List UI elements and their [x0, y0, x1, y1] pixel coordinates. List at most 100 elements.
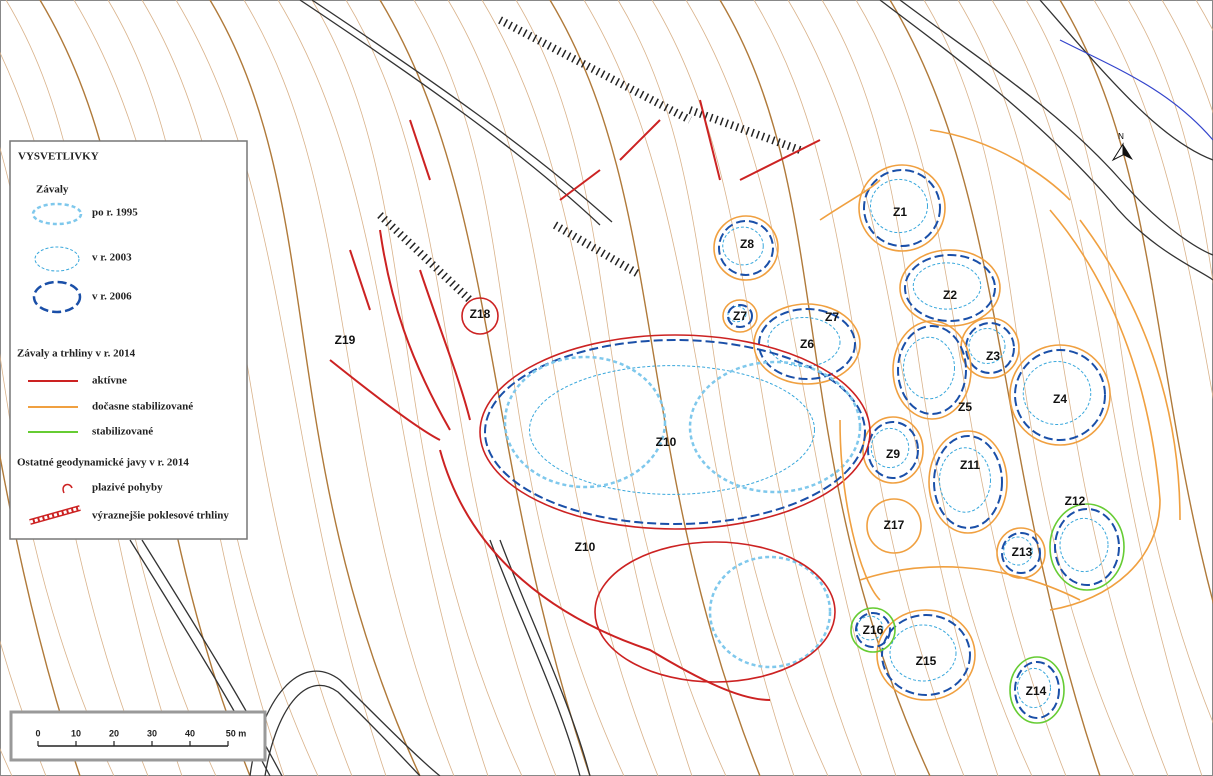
legend-heading: Ostatné geodynamické javy v r. 2014 [17, 457, 189, 469]
contour [889, 0, 1101, 776]
legend-symbol [62, 483, 73, 494]
zone-outline-2006 [897, 325, 967, 415]
scale-bar: 0 10 20 30 40 50 m [9, 710, 267, 762]
contour [685, 0, 897, 776]
legend-item: stabilizované [92, 426, 153, 438]
contour [1025, 0, 1213, 724]
zone-outline-2006 [1014, 661, 1060, 719]
zone-label: Z8 [740, 237, 754, 251]
contour [1059, 0, 1213, 605]
zone-label: Z7 [733, 309, 747, 323]
zone-label: Z4 [1053, 392, 1067, 406]
zone-outline-2003 [912, 262, 982, 310]
zone-outline-2006 [965, 322, 1015, 374]
zone-outline-2003 [903, 336, 955, 400]
active-cracks [329, 99, 821, 701]
legend-symbol [29, 506, 81, 524]
contour [447, 0, 659, 776]
contour [753, 0, 965, 776]
contour [413, 0, 625, 776]
legend-symbol [32, 280, 82, 314]
legend-item: aktívne [92, 375, 127, 387]
zone-outline-2006 [718, 220, 774, 276]
legend-item: dočasne stabilizované [92, 401, 193, 413]
zone-label: Z7 [825, 310, 839, 324]
zone-outline-2003 [889, 624, 957, 682]
scale-label: 50 m [226, 728, 247, 738]
zone-outline-2006 [863, 169, 941, 247]
zone-label: Z10 [656, 435, 677, 449]
contour [209, 0, 421, 776]
zone-outline-1995 [688, 360, 862, 494]
legend-heading: Závaly [36, 184, 69, 196]
zone-label: Z11 [960, 458, 980, 472]
zone-label: Z13 [1012, 545, 1033, 559]
zone-outline-2014 [876, 609, 976, 701]
stabilized-cracks [819, 129, 1181, 611]
stream [1059, 39, 1213, 141]
zone-outline-2006 [727, 304, 753, 328]
zone-label: Z18 [470, 307, 491, 321]
zone-outline-2003 [968, 328, 1006, 364]
zone-label: Z19 [335, 333, 356, 347]
legend-item: plazivé pohyby [92, 482, 163, 494]
zone-outline-2014 [858, 164, 946, 252]
zone-outline-2003 [1003, 536, 1033, 566]
zone-label: Z5 [958, 400, 972, 414]
zone-outline-2014 [461, 297, 499, 335]
zone-outline-1995 [503, 355, 667, 489]
zone-outline-2006 [881, 614, 971, 696]
zone-outline-2014 [479, 334, 871, 530]
zone-outline-2006 [1014, 349, 1106, 441]
contour [277, 0, 489, 776]
zone-outline-2003 [1017, 667, 1051, 709]
contour [549, 0, 761, 776]
zone-outline-2006 [904, 254, 996, 322]
zone-outline-2014 [866, 498, 922, 554]
contour [1161, 0, 1213, 114]
north-label: N [1118, 132, 1124, 141]
contour [821, 0, 1033, 776]
zone-outline-2003 [1059, 517, 1109, 573]
legend-title: VYSVETLIVKY [18, 151, 99, 163]
north-arrow-right [1123, 144, 1133, 160]
zone-outline-2014 [713, 215, 779, 281]
zone-outline-2003 [727, 305, 747, 323]
contour [1093, 0, 1213, 400]
contour [0, 452, 81, 776]
zone-outline-2006 [855, 612, 891, 648]
legend-heading: Závaly a trhliny v r. 2014 [17, 348, 136, 360]
contour [1127, 0, 1213, 285]
contour [345, 0, 557, 776]
zone-label: Z9 [886, 447, 900, 461]
zone-outline-2006 [1054, 508, 1120, 586]
zone-outline-2014 [862, 416, 924, 484]
contour [311, 0, 523, 776]
zone-outline-2014 [850, 607, 896, 653]
zone-label: Z1 [893, 205, 907, 219]
zones: Z1 Z2 Z3 Z4 Z5 Z6 Z7 Z7 Z8 Z9 Z10 Z10 Z11 Z12 Z13 Z14 Z1… [335, 164, 1125, 724]
scale-label: 40 [185, 728, 195, 738]
zone-outline-2014 [722, 299, 758, 333]
zone-outline-2003 [939, 447, 991, 513]
contour [991, 0, 1203, 776]
legend-item: v r. 2006 [92, 291, 132, 303]
zone-outline-2014 [1049, 503, 1125, 591]
contour [175, 0, 387, 776]
scarps [377, 16, 802, 303]
contour [379, 0, 591, 776]
contour [243, 0, 455, 776]
zone-outline-2006 [933, 435, 1003, 529]
zone-outline-2003 [529, 365, 815, 495]
legend-item: po r. 1995 [92, 207, 138, 219]
zone-outline-2006 [867, 421, 919, 479]
zone-outline-2006 [1001, 532, 1041, 574]
zone-label: Z17 [884, 518, 905, 532]
legend-symbol [34, 246, 80, 272]
zone-label: Z2 [943, 288, 957, 302]
zone-outline-1995 [708, 555, 832, 669]
zone-label: Z12 [1065, 494, 1086, 508]
contour [719, 0, 931, 776]
zone-outline-2003 [870, 178, 928, 234]
